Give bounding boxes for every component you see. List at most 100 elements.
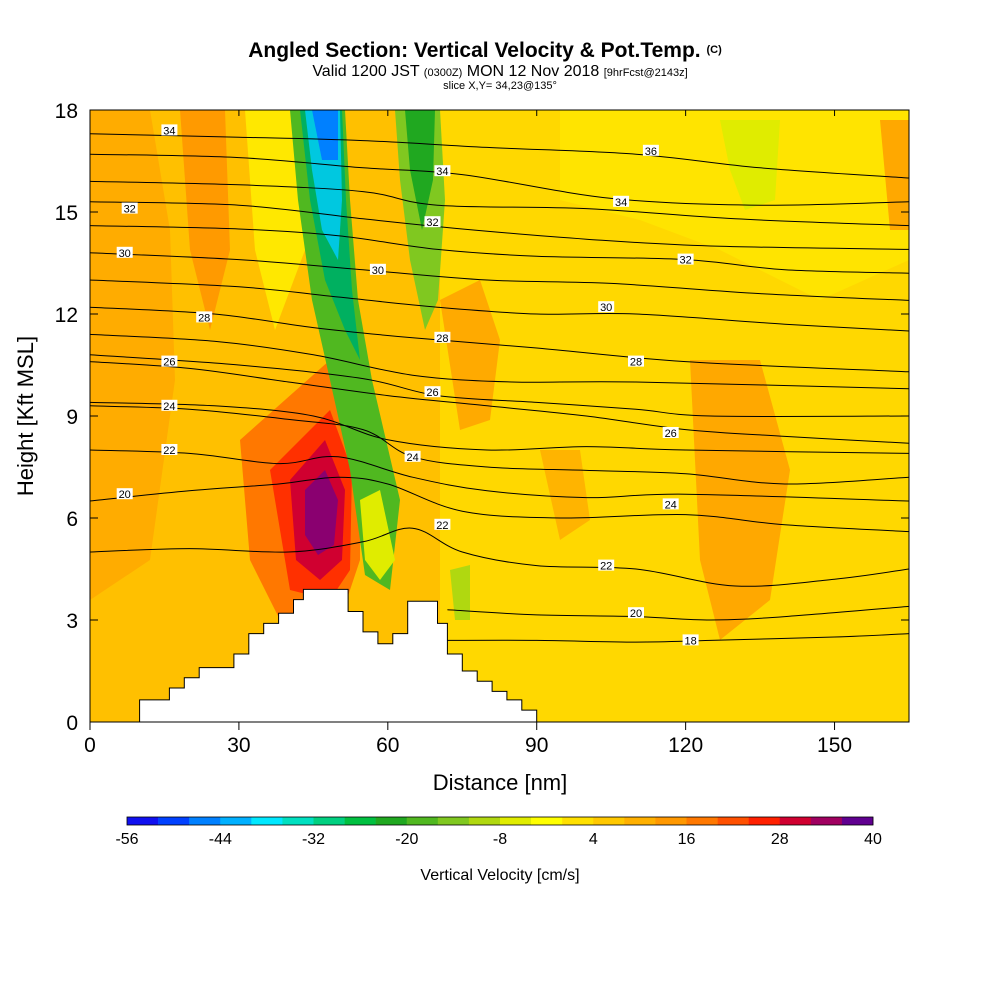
- colorbar-swatch: [127, 817, 159, 825]
- theta-contour-22: [90, 527, 909, 587]
- theta-contour-34: [90, 180, 909, 227]
- colorbar-swatch: [531, 817, 563, 825]
- contour-label: 18: [684, 635, 696, 647]
- theta-contour-26: [90, 354, 909, 417]
- y-tick-label: 18: [55, 100, 78, 123]
- contour-label: 26: [163, 357, 175, 369]
- colorbar-swatch: [220, 817, 252, 825]
- slice-info: slice X,Y= 34,23@135°: [443, 80, 557, 92]
- colorbar-tick-label: 40: [864, 831, 882, 848]
- contour-label: 30: [600, 302, 612, 314]
- colorbar-label: Vertical Velocity [cm/s]: [420, 867, 579, 884]
- contour-label-bg: [369, 263, 386, 275]
- contour-label-bg: [598, 301, 615, 313]
- colorbar-swatch: [593, 817, 625, 825]
- contour-label: 22: [436, 520, 448, 532]
- contour-label: 30: [119, 248, 131, 260]
- contour-label: 26: [426, 387, 438, 399]
- theta-contour-36: [90, 133, 909, 179]
- x-tick-label: 90: [525, 734, 548, 757]
- chart-title: Angled Section: Vertical Velocity & Pot.…: [248, 39, 722, 62]
- x-axis-label: Distance [nm]: [433, 770, 568, 795]
- colorbar-swatch: [344, 817, 376, 825]
- x-tick-label: 0: [84, 734, 96, 757]
- colorbar-tick-label: -32: [302, 831, 325, 848]
- contour-label: 28: [630, 357, 642, 369]
- theta-contour-28: [90, 333, 909, 390]
- contour-label: 20: [119, 489, 131, 501]
- theta-contour-30: [90, 252, 909, 301]
- colorbar-swatch: [437, 817, 470, 825]
- x-tick-label: 30: [227, 734, 250, 757]
- contour-label-bg: [613, 195, 630, 207]
- contour-label-bg: [404, 450, 421, 462]
- contour-label-bg: [434, 518, 451, 530]
- theta-contour-24: [90, 401, 909, 454]
- theta-contour-18: [447, 633, 909, 643]
- colorbar-swatch: [841, 817, 874, 825]
- theta-contour-34: [90, 153, 909, 206]
- colorbar-swatch: [717, 817, 749, 825]
- colorbar-swatch: [624, 817, 656, 825]
- colorbar-ticks: -56 -44 -32 -20 -8 4 16 28 40: [115, 831, 882, 848]
- contour-label-bg: [116, 488, 133, 500]
- y-tick-label: 12: [55, 304, 78, 327]
- contour-label-bg: [628, 607, 644, 619]
- colorbar-swatch: [375, 817, 408, 825]
- colorbar-tick-label: 28: [771, 831, 789, 848]
- colorbar-swatch: [779, 817, 812, 825]
- contour-label: 32: [124, 204, 136, 216]
- contour-label: 32: [679, 255, 691, 267]
- colorbar-swatch: [282, 817, 314, 825]
- colorbar-tick-label: -56: [115, 831, 138, 848]
- contour-label-bg: [682, 634, 699, 646]
- colorbar-swatch: [189, 817, 221, 825]
- colorbar-swatch: [158, 817, 190, 825]
- theta-contour-22: [90, 449, 909, 502]
- y-tick-label: 9: [66, 406, 78, 429]
- y-tick-label: 3: [66, 610, 78, 633]
- theta-contour-20: [447, 605, 909, 621]
- colorbar-swatch: [468, 817, 501, 825]
- theta-contour-24: [90, 405, 909, 485]
- contour-label-bg: [662, 498, 679, 510]
- contour-labels: 34 32 30 28 26 24 22 20 34 32 30 28 26 24 22 36 34 32 30 28…: [116, 124, 699, 647]
- contour-label: 34: [163, 125, 175, 137]
- pot-temp-contours: [90, 133, 909, 643]
- contour-label-bg: [161, 399, 178, 411]
- colorbar-swatch: [406, 817, 439, 825]
- colorbar-tick-label: -20: [395, 831, 418, 848]
- contour-label-bg: [434, 331, 451, 343]
- colorbar-swatch: [655, 817, 687, 825]
- contour-label-bg: [642, 144, 659, 156]
- colorbar-tick-label: 4: [589, 831, 598, 848]
- colorbar-swatch: [686, 817, 718, 825]
- contour-label-bg: [434, 165, 451, 177]
- colorbar-swatch: [748, 817, 781, 825]
- colorbar-tick-label: -8: [493, 831, 507, 848]
- contour-label-bg: [161, 124, 178, 136]
- contour-label: 24: [406, 452, 418, 464]
- colorbar: [126, 816, 874, 826]
- contour-label: 26: [665, 428, 677, 440]
- theta-contour-32: [90, 225, 909, 274]
- contour-label: 34: [615, 197, 627, 209]
- x-tick-label: 120: [668, 734, 703, 757]
- contour-label: 24: [163, 401, 175, 413]
- x-tick-label: 60: [376, 734, 399, 757]
- contour-label-bg: [677, 253, 694, 265]
- contour-label: 36: [645, 146, 657, 158]
- contour-label-bg: [662, 427, 679, 438]
- contour-label: 22: [163, 445, 175, 457]
- theta-contour-26: [90, 361, 909, 444]
- contour-label-bg: [424, 216, 441, 228]
- contour-label: 22: [600, 561, 612, 573]
- contour-label: 24: [665, 499, 677, 511]
- y-tick-label: 0: [66, 712, 78, 735]
- contour-label-bg: [628, 355, 644, 367]
- contour-label-bg: [196, 311, 213, 323]
- theta-contour-20: [90, 476, 909, 533]
- colorbar-swatch: [251, 817, 283, 825]
